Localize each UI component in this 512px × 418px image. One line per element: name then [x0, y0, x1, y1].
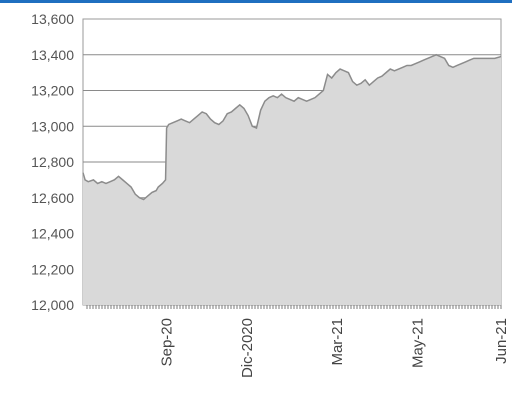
series-area — [83, 54, 501, 305]
x-axis: Sep-20 Dic-2020 Mar-21 May-21 Jun-21 — [159, 318, 510, 378]
y-tick-label: 13,400 — [31, 47, 74, 63]
x-tick-label: Jun-21 — [493, 318, 510, 364]
x-tick-label: Mar-21 — [329, 318, 346, 366]
y-tick-label: 12,400 — [31, 226, 74, 242]
x-tick-label: Sep-20 — [159, 318, 176, 366]
y-tick-label: 13,000 — [31, 118, 74, 134]
y-tick-label: 12,800 — [31, 154, 74, 170]
y-tick-label: 12,600 — [31, 190, 74, 206]
y-tick-label: 12,000 — [31, 297, 74, 313]
x-tick-label: Dic-2020 — [239, 318, 256, 378]
series-line — [82, 53, 502, 201]
x-axis-minor-ticks — [86, 305, 502, 309]
y-tick-label: 13,200 — [31, 83, 74, 99]
x-tick-label: May-21 — [409, 318, 426, 368]
y-axis: 12,000 12,200 12,400 12,600 12,800 13,000 13,2… — [31, 11, 74, 313]
y-tick-label: 13,600 — [31, 11, 74, 27]
y-tick-label: 12,200 — [31, 261, 74, 277]
